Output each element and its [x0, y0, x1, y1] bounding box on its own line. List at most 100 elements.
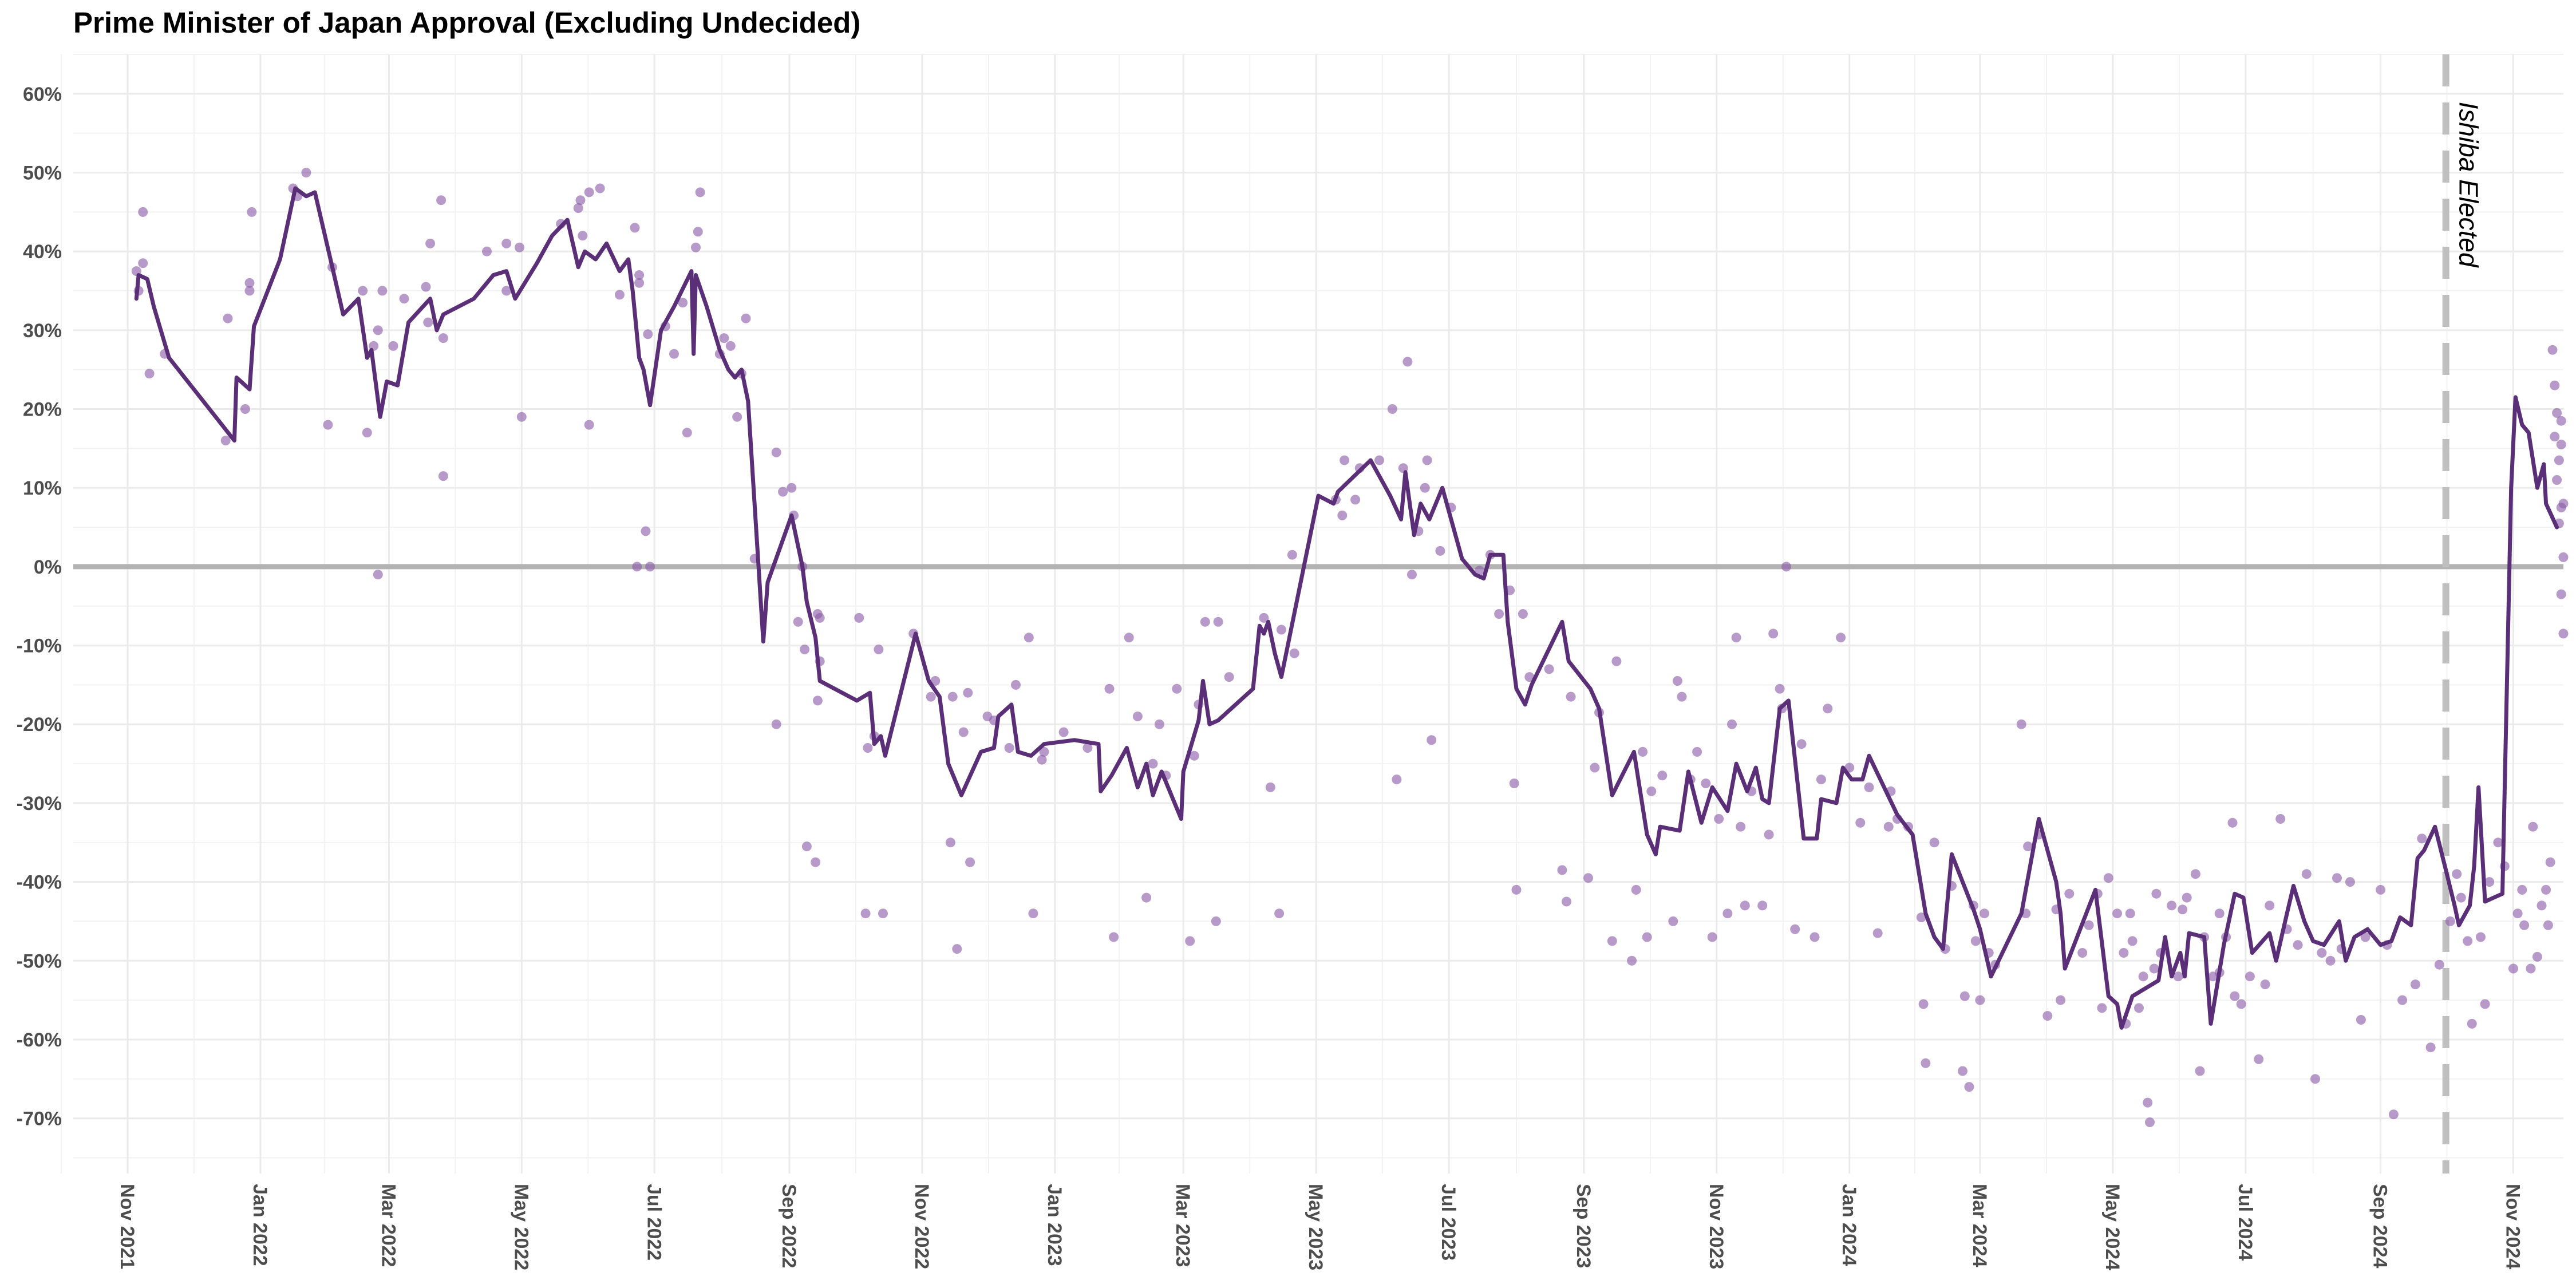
poll-point	[1494, 609, 1504, 619]
poll-point	[1809, 932, 1820, 942]
poll-point	[584, 420, 594, 430]
poll-point	[634, 278, 645, 288]
poll-point	[1109, 932, 1119, 942]
x-axis-labels: Nov 2021 Jan 2022 Mar 2022 May 2022 Jul 2022…	[116, 1184, 2523, 1270]
poll-point	[2227, 817, 2238, 828]
poll-point	[2376, 884, 2386, 895]
poll-point	[2360, 932, 2370, 942]
poll-point	[2517, 884, 2527, 895]
poll-point	[2236, 999, 2246, 1009]
poll-point	[1611, 656, 1622, 666]
poll-point	[2452, 869, 2462, 879]
poll-point	[1148, 758, 1158, 769]
poll-point	[1672, 676, 1682, 686]
poll-point	[1823, 704, 1833, 714]
poll-point	[2463, 936, 2473, 946]
minor-gridlines	[61, 54, 2563, 1174]
chart-title: Prime Minister of Japan Approval (Exclud…	[73, 6, 861, 39]
poll-point	[2103, 873, 2113, 883]
y-tick-label: -50%	[17, 950, 62, 972]
poll-point	[1642, 932, 1652, 942]
poll-point	[1518, 609, 1528, 619]
poll-point	[2275, 814, 2286, 824]
poll-point	[501, 238, 512, 248]
poll-point	[1427, 735, 1437, 745]
poll-point	[1975, 995, 1985, 1005]
poll-point	[1082, 743, 1093, 753]
poll-point	[515, 242, 524, 252]
x-tick-label: May 2022	[510, 1184, 532, 1270]
poll-point	[1039, 746, 1049, 757]
poll-point	[1627, 955, 1637, 966]
poll-point	[138, 207, 148, 217]
poll-point	[1211, 916, 1221, 926]
poll-point	[2134, 1003, 2144, 1013]
poll-point	[425, 238, 436, 248]
poll-point	[1638, 746, 1648, 757]
poll-point	[2480, 999, 2490, 1009]
poll-point	[1757, 900, 1768, 911]
poll-point	[1185, 936, 1195, 946]
poll-point	[1544, 664, 1554, 674]
poll-point	[1677, 692, 1687, 702]
poll-point	[1790, 924, 1800, 934]
poll-point	[1768, 629, 1779, 639]
poll-point	[377, 286, 388, 296]
poll-point	[399, 294, 409, 304]
poll-point	[1104, 683, 1115, 694]
poll-point	[373, 325, 383, 335]
poll-point	[1422, 455, 1432, 465]
poll-point	[1607, 936, 1617, 946]
poll-point	[578, 231, 588, 241]
poll-point	[2493, 837, 2503, 848]
poll-point	[2195, 1066, 2205, 1076]
poll-point	[952, 944, 962, 954]
poll-point	[2543, 920, 2553, 930]
x-tick-label: Sep 2022	[778, 1184, 800, 1268]
x-tick-label: May 2024	[2101, 1184, 2123, 1270]
poll-point	[1141, 892, 1152, 903]
x-tick-label: Sep 2024	[2369, 1184, 2391, 1269]
poll-point	[1287, 550, 1297, 560]
poll-point	[2214, 908, 2225, 919]
poll-point	[2519, 920, 2530, 930]
poll-point	[2332, 873, 2342, 883]
poll-point	[1259, 613, 1269, 623]
poll-point	[1011, 679, 1021, 690]
poll-point	[1722, 908, 1733, 919]
poll-point	[2508, 963, 2518, 974]
poll-point	[1340, 455, 1350, 465]
poll-point	[2547, 345, 2558, 355]
x-tick-label: Nov 2024	[2502, 1184, 2524, 1269]
poll-point	[436, 195, 447, 206]
poll-point	[2526, 963, 2536, 974]
poll-point	[2125, 908, 2135, 919]
poll-point	[1736, 821, 1746, 832]
poll-point	[945, 837, 955, 848]
poll-point	[144, 369, 155, 379]
poll-point	[801, 841, 812, 852]
x-tick-label: Jul 2022	[643, 1184, 665, 1261]
poll-point	[2149, 963, 2159, 974]
poll-point	[1189, 750, 1199, 761]
poll-point	[423, 317, 433, 327]
poll-point	[1707, 932, 1717, 942]
y-tick-label: 10%	[23, 477, 62, 499]
poll-point	[584, 187, 594, 197]
poll-point	[1916, 912, 1926, 923]
poll-point	[1646, 786, 1657, 796]
poll-point	[2301, 869, 2312, 879]
x-tick-label: Mar 2023	[1172, 1184, 1194, 1267]
poll-point	[358, 286, 368, 296]
poll-point	[2558, 552, 2569, 562]
poll-point	[1883, 821, 1894, 832]
poll-point	[1524, 672, 1535, 682]
poll-point	[1337, 510, 1348, 520]
poll-point	[2388, 1109, 2399, 1120]
poll-point	[2127, 936, 2138, 946]
poll-point	[240, 404, 250, 414]
poll-point	[741, 313, 751, 323]
poll-point	[2042, 1011, 2053, 1021]
poll-point	[1387, 404, 1397, 414]
